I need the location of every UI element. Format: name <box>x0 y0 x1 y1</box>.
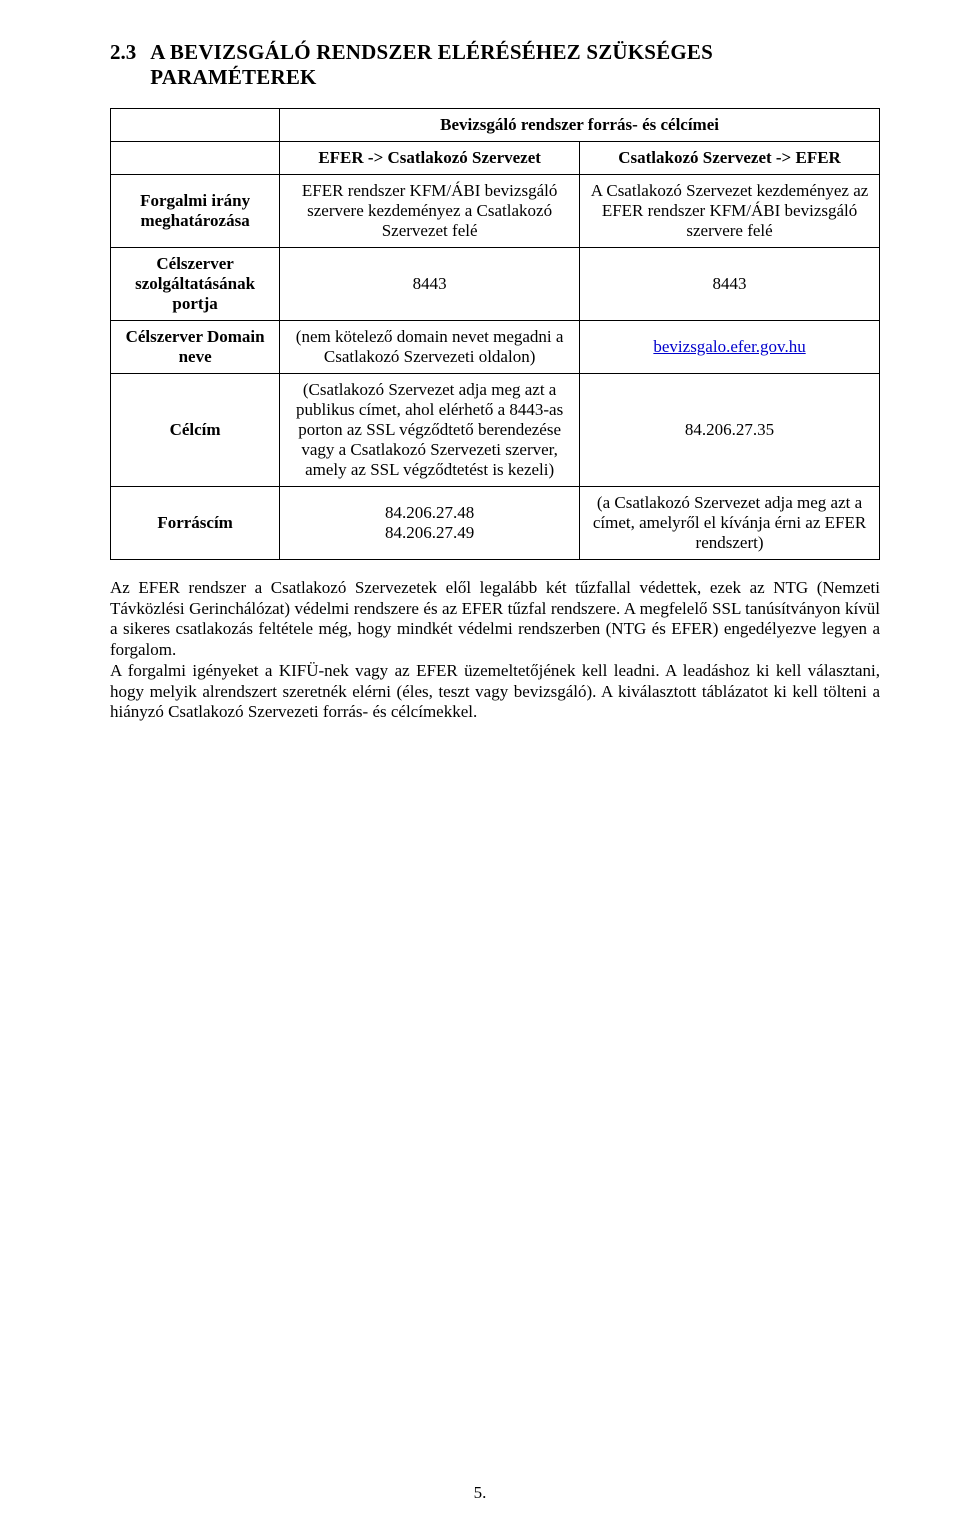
table-row: Célcím (Csatlakozó Szervezet adja meg az… <box>111 374 880 487</box>
row-label: Célcím <box>111 374 280 487</box>
body-paragraphs: Az EFER rendszer a Csatlakozó Szervezete… <box>110 578 880 723</box>
table-span-row: Bevizsgáló rendszer forrás- és célcímei <box>111 109 880 142</box>
table-row: Célszerver Domain neve (nem kötelező dom… <box>111 321 880 374</box>
row-label: Forráscím <box>111 487 280 560</box>
ip-line2: 84.206.27.49 <box>385 523 474 542</box>
cell-cs: A Csatlakozó Szervezet kezdeményez az EF… <box>580 175 880 248</box>
table-row: Forráscím 84.206.27.48 84.206.27.49 (a C… <box>111 487 880 560</box>
table-row: Forgalmi irány meghatározása EFER rendsz… <box>111 175 880 248</box>
row-label: Célszerver Domain neve <box>111 321 280 374</box>
heading-text: A BEVIZSGÁLÓ RENDSZER ELÉRÉSÉHEZ SZÜKSÉG… <box>150 40 880 90</box>
cell-cs: 8443 <box>580 248 880 321</box>
page-number: 5. <box>0 1483 960 1503</box>
section-heading: 2.3 A BEVIZSGÁLÓ RENDSZER ELÉRÉSÉHEZ SZÜ… <box>110 40 880 90</box>
paragraph-2: A forgalmi igényeket a KIFÜ-nek vagy az … <box>110 661 880 723</box>
cell-cs: (a Csatlakozó Szervezet adja meg azt a c… <box>580 487 880 560</box>
empty-cell <box>111 142 280 175</box>
span-title: Bevizsgáló rendszer forrás- és célcímei <box>280 109 880 142</box>
table-row: Célszerver szolgáltatásának portja 8443 … <box>111 248 880 321</box>
col-header-efer: EFER -> Csatlakozó Szervezet <box>280 142 580 175</box>
domain-link[interactable]: bevizsgalo.efer.gov.hu <box>653 337 805 356</box>
heading-line1: A BEVIZSGÁLÓ RENDSZER ELÉRÉSÉHEZ SZÜKSÉG… <box>150 40 713 64</box>
cell-efer: 84.206.27.48 84.206.27.49 <box>280 487 580 560</box>
ip-line1: 84.206.27.48 <box>385 503 474 522</box>
heading-line2: PARAMÉTEREK <box>150 65 316 89</box>
table-header-row: EFER -> Csatlakozó Szervezet Csatlakozó … <box>111 142 880 175</box>
cell-efer: EFER rendszer KFM/ÁBI bevizsgáló szerver… <box>280 175 580 248</box>
cell-cs: bevizsgalo.efer.gov.hu <box>580 321 880 374</box>
row-label: Célszerver szolgáltatásának portja <box>111 248 280 321</box>
cell-efer: (nem kötelező domain nevet megadni a Csa… <box>280 321 580 374</box>
row-label: Forgalmi irány meghatározása <box>111 175 280 248</box>
empty-cell <box>111 109 280 142</box>
cell-efer: 8443 <box>280 248 580 321</box>
cell-cs: 84.206.27.35 <box>580 374 880 487</box>
cell-efer: (Csatlakozó Szervezet adja meg azt a pub… <box>280 374 580 487</box>
col-header-cs: Csatlakozó Szervezet -> EFER <box>580 142 880 175</box>
heading-number: 2.3 <box>110 40 136 65</box>
parameters-table: Bevizsgáló rendszer forrás- és célcímei … <box>110 108 880 560</box>
page: 2.3 A BEVIZSGÁLÓ RENDSZER ELÉRÉSÉHEZ SZÜ… <box>0 0 960 1538</box>
paragraph-1: Az EFER rendszer a Csatlakozó Szervezete… <box>110 578 880 661</box>
